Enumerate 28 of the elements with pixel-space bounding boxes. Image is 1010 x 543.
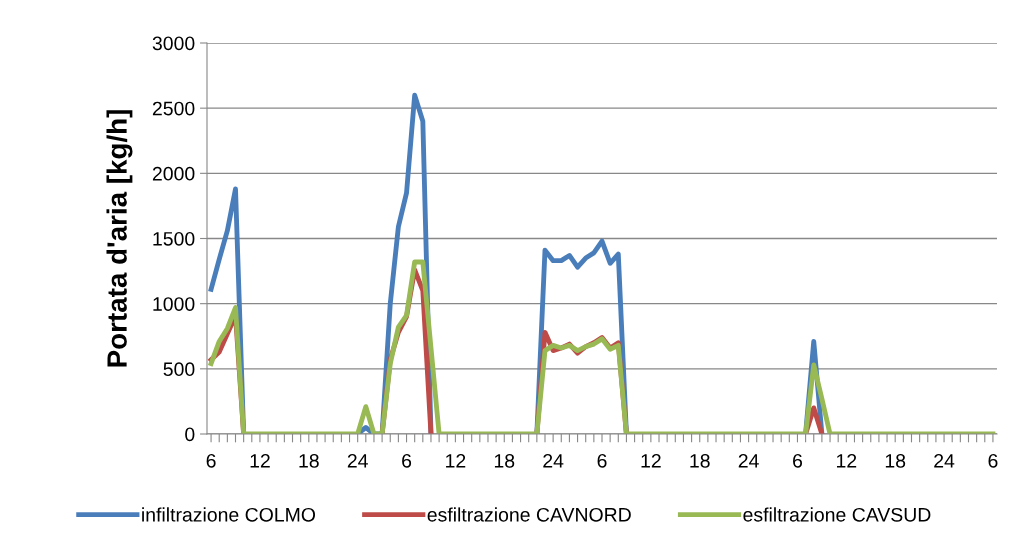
x-tick-label: 12 bbox=[641, 453, 661, 468]
x-tick-label: 12 bbox=[446, 453, 466, 468]
y-tick-label: 2500 bbox=[152, 101, 195, 116]
x-tick-label: 18 bbox=[299, 453, 319, 468]
y-tick-label: 1000 bbox=[153, 297, 195, 311]
x-tick-label: 18 bbox=[690, 453, 710, 468]
x-tick-label: 18 bbox=[494, 453, 515, 468]
legend-label: esfiltrazione CAVSUD bbox=[743, 507, 931, 522]
x-tick-label: 6 bbox=[988, 453, 998, 468]
x-tick-label: 12 bbox=[250, 453, 270, 468]
x-tick-label: 18 bbox=[885, 453, 906, 468]
legend-label: esfiltrazione CAVNORD bbox=[427, 507, 631, 522]
x-tick-label: 24 bbox=[347, 453, 368, 468]
y-tick-label: 1500 bbox=[153, 231, 195, 246]
y-tick-label: 2000 bbox=[152, 166, 195, 181]
x-tick-label: 6 bbox=[793, 453, 803, 468]
x-tick-label: 6 bbox=[402, 453, 412, 468]
y-axis-title: Portata d'aria [kg/h] bbox=[106, 110, 133, 367]
y-tick-label: 3000 bbox=[152, 36, 195, 51]
x-tick-label: 6 bbox=[597, 453, 607, 468]
x-tick-label: 24 bbox=[543, 453, 564, 468]
x-tick-label: 24 bbox=[934, 453, 955, 468]
y-tick-label: 0 bbox=[185, 427, 195, 442]
y-tick-label: 500 bbox=[163, 362, 195, 377]
x-tick-label: 24 bbox=[738, 453, 759, 468]
legend-label: infiltrazione COLMO bbox=[142, 507, 316, 522]
x-tick-label: 12 bbox=[837, 453, 857, 468]
x-tick-label: 6 bbox=[206, 453, 216, 468]
